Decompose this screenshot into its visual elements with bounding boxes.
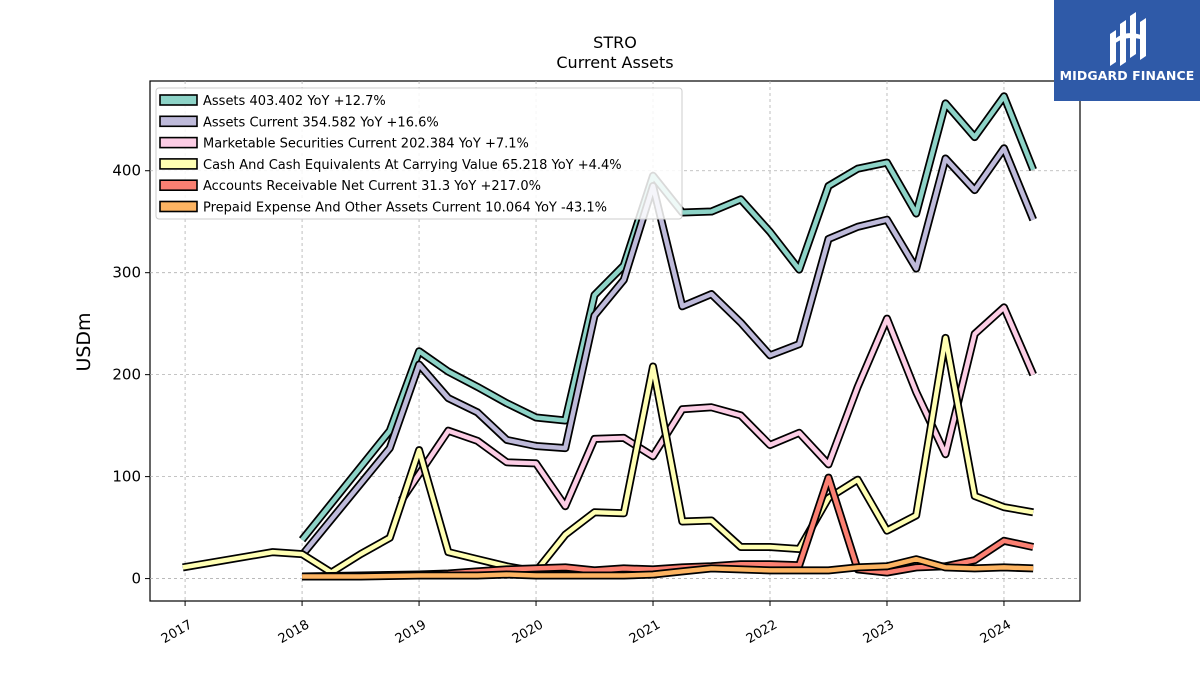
series-line-5 (302, 556, 1034, 579)
chart-subtitle: Current Assets (556, 53, 673, 72)
y-tick-label: 200 (112, 366, 141, 384)
x-tick-label: 2024 (978, 617, 1014, 647)
y-tick-label: 300 (112, 264, 141, 282)
x-tick-label: 2023 (861, 617, 897, 647)
x-tick-label: 2017 (159, 617, 195, 647)
midgard-logo-icon (1110, 12, 1146, 66)
x-tick-label: 2022 (744, 617, 780, 647)
chart-title: STRO (593, 33, 637, 52)
x-tick-label: 2021 (627, 617, 663, 647)
y-axis-label: USDm (73, 312, 95, 371)
plot-frame (149, 80, 1081, 602)
legend-label-1: Assets Current 354.582 YoY +16.6% (203, 115, 439, 130)
legend-swatch-4 (159, 179, 198, 191)
series-layer (182, 92, 1037, 581)
series-line-0 (300, 94, 1036, 542)
midgard-logo: MIDGARD FINANCE (1054, 0, 1200, 101)
legend-label-5: Prepaid Expense And Other Assets Current… (203, 201, 607, 216)
legend-swatch-2 (159, 136, 198, 149)
legend-box (155, 87, 683, 220)
x-tick-label: 2018 (276, 617, 312, 647)
legend-label-2: Marketable Securities Current 202.384 Yo… (203, 137, 529, 152)
legend-swatch-3 (159, 158, 198, 170)
legend-swatch-5 (159, 200, 198, 213)
y-tick-label: 100 (112, 468, 141, 486)
legend-label-0: Assets 403.402 YoY +12.7% (203, 94, 386, 109)
legend: Assets 403.402 YoY +12.7% Assets Current … (155, 87, 683, 220)
x-tick-label: 2019 (393, 617, 429, 647)
logo-text: MIDGARD FINANCE (1059, 68, 1195, 83)
legend-label-3: Cash And Cash Equivalents At Carrying Va… (203, 158, 622, 173)
y-tick-label: 0 (131, 570, 141, 588)
series-line-3 (182, 335, 1034, 575)
y-tick-label: 400 (112, 162, 141, 180)
series-line-1 (300, 146, 1036, 557)
x-tick-label: 2020 (510, 617, 546, 647)
legend-swatch-0 (159, 94, 198, 106)
legend-label-4: Accounts Receivable Net Current 31.3 YoY… (203, 179, 541, 194)
legend-swatch-1 (159, 115, 198, 128)
